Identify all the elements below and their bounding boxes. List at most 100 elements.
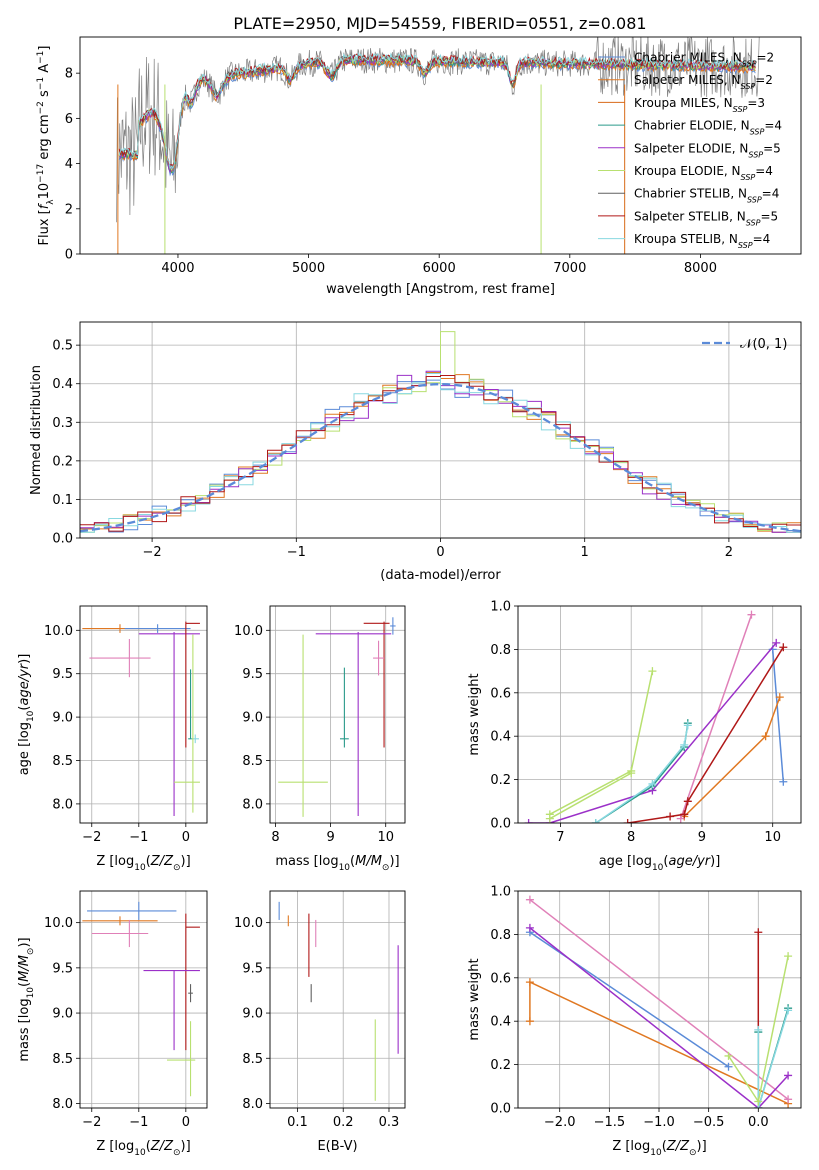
legend-label-part: SSP	[741, 82, 756, 91]
mass-weight-line	[529, 899, 789, 1100]
legend-label-part: Salpeter STELIB, N	[634, 209, 746, 223]
y-tick-label: 1.0	[490, 600, 511, 615]
plus-marker	[754, 1025, 763, 1034]
x-axis-label-part: Z/Z	[150, 1139, 174, 1154]
axes-frame	[79, 36, 802, 255]
mass-weight-vs-metallicity-panel: −2.0 −1.5 −1.0 −0.5 0.0 0.0 0.2 0.4 0.6 0.8 1.0 Z […	[467, 885, 802, 1158]
y-tick-label: 10.0	[234, 916, 263, 931]
mass-weight-line	[528, 642, 777, 823]
mass-weight-line	[771, 649, 785, 782]
mass-vs-metallicity-panel: −2 −1 08.08.59.09.510.0Z [log10(Z/Z⊙)]mass…	[17, 890, 208, 1158]
y-tick-label: 9.0	[52, 1007, 73, 1022]
y-tick-label: 9.5	[242, 667, 263, 682]
y-axis-label-part: (	[17, 982, 32, 987]
y-tick-label: 2	[65, 202, 73, 217]
legend-label-part: Kroupa ELODIE, N	[634, 164, 741, 178]
y-tick-label: 0.4	[52, 377, 73, 392]
y-tick-label: 8.5	[242, 1052, 263, 1067]
y-tick-label: 0.8	[490, 643, 511, 658]
legend-label: Kroupa MILES, NSSP=3	[634, 96, 765, 114]
y-tick-label: 0.2	[490, 773, 511, 788]
y-tick-label: 0.0	[52, 532, 73, 547]
x-tick-label: 0.3	[379, 1115, 400, 1130]
histogram-step-line	[80, 373, 801, 533]
x-axis-label-part: ⊙	[173, 863, 181, 873]
axes-frame	[517, 605, 802, 824]
plus-marker	[724, 1051, 733, 1060]
plus-marker	[754, 928, 763, 937]
legend-label-part: SSP	[733, 104, 748, 113]
mass-weight-line	[683, 696, 781, 818]
y-tick-label: 9.5	[242, 961, 263, 976]
axes-frame	[269, 890, 406, 1109]
y-tick-label: 8.5	[52, 754, 73, 769]
plus-marker	[784, 1095, 793, 1104]
mass-vs-ebv-panel: 0.1 0.2 0.3 8.0 8.5 9.0 9.5 10.0 E(B-V)	[234, 890, 406, 1154]
y-axis-label: Normed distribution	[29, 365, 44, 495]
x-axis-label-part: Z [log	[96, 1139, 134, 1154]
y-axis-label-part: −2	[36, 101, 46, 114]
y-tick-label: 8.0	[242, 1097, 263, 1112]
y-tick-label: 0.6	[490, 686, 511, 701]
y-axis-label: Flux [fλ10−17 erg cm−2 s−1 A−1]	[36, 46, 56, 246]
plus-marker	[525, 895, 534, 904]
mass-weight-line	[595, 725, 689, 823]
x-tick-label: 0	[182, 1115, 190, 1130]
y-tick-label: 9.0	[52, 711, 73, 726]
plus-marker	[680, 740, 689, 749]
plus-marker	[525, 923, 534, 932]
x-tick-label: 0	[436, 545, 444, 560]
x-axis-label-part: (	[146, 854, 151, 869]
legend-label-part: =4	[753, 232, 771, 246]
mass-weight-line	[627, 646, 784, 823]
legend-label-part: Salpeter MILES, N	[634, 73, 741, 87]
y-axis-label-part: M/M	[17, 955, 32, 982]
x-axis-label-part: 10	[339, 863, 351, 873]
y-tick-label: 0.5	[52, 339, 73, 354]
mass-weight-line	[757, 1010, 789, 1108]
axes-frame	[79, 321, 802, 539]
plus-marker	[683, 721, 692, 730]
x-tick-label: 7000	[553, 261, 586, 276]
x-tick-label: −2	[82, 830, 101, 845]
plus-marker	[683, 797, 692, 806]
x-axis-label-part: )]	[181, 854, 191, 869]
x-tick-label: −0.5	[693, 1115, 725, 1130]
legend-label-part: SSP	[738, 241, 753, 250]
mass-weight-line	[679, 614, 753, 819]
plot-area	[82, 621, 200, 817]
y-axis-label-part: mass [log	[17, 998, 32, 1061]
y-axis-label-part: )]	[17, 937, 32, 947]
plus-marker	[524, 819, 533, 823]
x-tick-label: −1.0	[643, 1115, 675, 1130]
x-tick-label: 7	[556, 830, 564, 845]
x-axis-label-part: 10	[650, 1148, 662, 1158]
x-axis-label-part: )]	[710, 854, 720, 869]
plus-marker	[779, 777, 788, 786]
y-tick-label: 9.5	[52, 667, 73, 682]
y-axis-label-part: −17	[36, 164, 46, 183]
plus-marker	[784, 1071, 793, 1080]
y-tick-label: 8.5	[242, 754, 263, 769]
legend-label: Salpeter STELIB, NSSP=5	[634, 209, 778, 227]
y-tick-label: 9.0	[242, 1007, 263, 1022]
y-axis-label-part: age [log	[17, 722, 32, 775]
axes-frame	[517, 890, 802, 1109]
plus-marker	[648, 779, 657, 788]
y-axis-label: mass weight	[467, 958, 482, 1040]
legend-label-part: Kroupa STELIB, N	[634, 232, 738, 246]
legend-label-part: =4	[762, 187, 780, 201]
legend-label-part: Chabrier STELIB, N	[634, 187, 747, 201]
x-tick-label: 0.0	[748, 1115, 769, 1130]
x-tick-label: 0.2	[333, 1115, 354, 1130]
x-tick-label: −1	[129, 830, 148, 845]
mass-weight-line	[529, 927, 789, 1108]
plot-area	[116, 37, 760, 254]
plus-marker	[779, 643, 788, 652]
x-tick-label: 1	[581, 545, 589, 560]
legend-label: Salpeter MILES, NSSP=2	[634, 73, 773, 91]
plus-marker	[784, 1006, 793, 1015]
plus-marker	[754, 1097, 763, 1106]
